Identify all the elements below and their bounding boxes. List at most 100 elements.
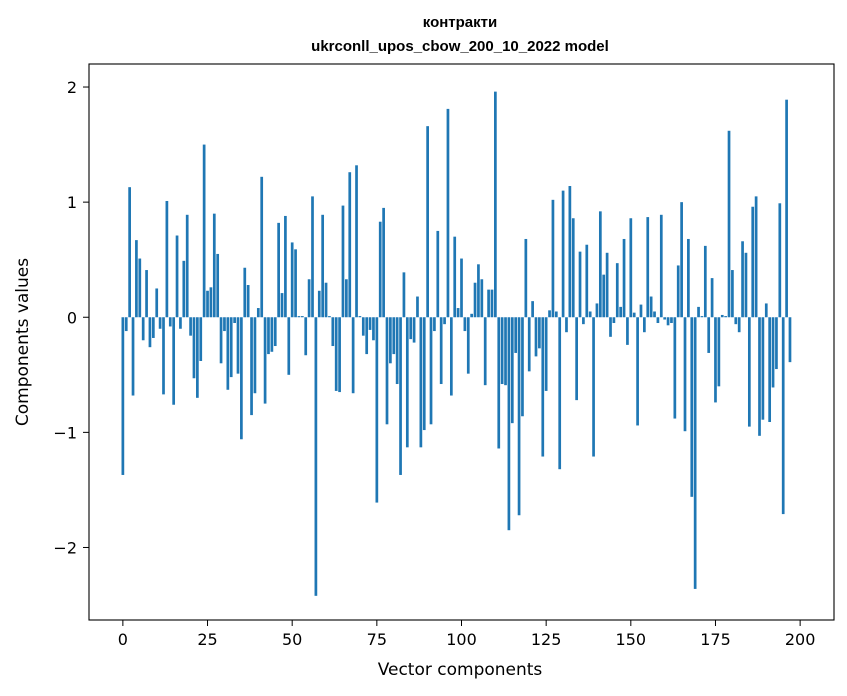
- bar-65: [341, 205, 345, 318]
- bar-15: [172, 317, 176, 405]
- bar-92: [433, 317, 436, 332]
- bar-123: [538, 317, 541, 349]
- plot-frame: [88, 63, 835, 621]
- bar-22: [196, 317, 199, 398]
- bar-126: [548, 310, 551, 318]
- bar-174: [710, 278, 714, 318]
- bar-138: [588, 311, 592, 318]
- bar-11: [158, 317, 162, 329]
- bar-125: [544, 317, 548, 391]
- y-axis-label: Components values: [13, 258, 33, 426]
- bar-130: [561, 190, 565, 318]
- bar-183: [741, 241, 744, 318]
- bar-162: [670, 317, 673, 324]
- bar-47: [280, 293, 284, 318]
- bar-95: [443, 317, 446, 325]
- bar-114: [507, 317, 511, 531]
- bar-171: [700, 316, 704, 318]
- bar-20: [189, 317, 192, 336]
- bar-89: [422, 317, 426, 431]
- bar-101: [463, 317, 467, 332]
- x-tick-label: 175: [700, 630, 731, 649]
- bar-190: [764, 303, 768, 318]
- bar-25: [206, 290, 209, 318]
- bar-49: [287, 317, 291, 375]
- bar-79: [389, 317, 392, 364]
- bar-58: [317, 290, 321, 318]
- bar-193: [775, 317, 778, 370]
- bar-178: [724, 316, 727, 318]
- bar-177: [720, 314, 724, 318]
- bar-23: [199, 317, 203, 361]
- bar-113: [504, 317, 507, 386]
- bar-173: [707, 317, 711, 353]
- bar-0: [121, 317, 125, 475]
- bar-72: [365, 317, 369, 355]
- bar-2: [128, 187, 131, 318]
- bar-167: [687, 238, 690, 318]
- bar-179: [727, 130, 731, 318]
- bar-53: [300, 316, 304, 318]
- bar-26: [209, 287, 213, 318]
- bar-181: [734, 317, 738, 325]
- x-tick-label: 25: [197, 630, 217, 649]
- bar-54: [304, 317, 308, 356]
- bar-77: [382, 207, 385, 318]
- bar-19: [185, 214, 189, 318]
- bar-75: [375, 317, 379, 503]
- y-axis-ticks: −2 −1 0 1 2: [53, 78, 89, 557]
- bar-83: [402, 272, 406, 318]
- bar-94: [439, 317, 443, 385]
- bar-172: [703, 245, 707, 318]
- bar-197: [788, 317, 792, 363]
- bar-17: [179, 317, 182, 329]
- bar-145: [612, 317, 616, 324]
- bar-7: [145, 270, 148, 318]
- bar-180: [731, 270, 734, 318]
- bar-18: [182, 260, 186, 318]
- bar-104: [473, 282, 477, 318]
- bar-59: [321, 214, 325, 318]
- x-axis-ticks: 0 25 50 75 100 125 150 175 200: [118, 620, 815, 649]
- bar-149: [626, 317, 629, 345]
- bar-159: [659, 214, 663, 318]
- bar-45: [273, 317, 277, 347]
- bar-116: [514, 317, 518, 353]
- bar-176: [717, 317, 721, 387]
- bar-129: [558, 317, 562, 470]
- bar-141: [598, 211, 602, 318]
- y-tick-label: 1: [67, 193, 77, 212]
- bar-100: [460, 258, 463, 318]
- bar-124: [541, 317, 545, 457]
- bar-9: [151, 317, 155, 338]
- bar-169: [693, 317, 697, 589]
- bar-69: [355, 165, 358, 318]
- bar-13: [165, 200, 169, 318]
- bar-109: [490, 289, 494, 318]
- x-tick-label: 100: [446, 630, 477, 649]
- bar-90: [426, 126, 429, 318]
- bar-41: [260, 176, 264, 318]
- bar-150: [629, 218, 633, 318]
- bar-67: [348, 172, 352, 318]
- bar-143: [605, 252, 609, 318]
- bar-196: [785, 99, 788, 318]
- x-tick-label: 150: [616, 630, 647, 649]
- bar-155: [646, 217, 650, 318]
- bar-163: [673, 317, 677, 419]
- bar-37: [246, 285, 250, 318]
- bar-105: [477, 264, 480, 318]
- y-tick-label: 2: [67, 78, 77, 97]
- bar-74: [372, 317, 375, 341]
- bar-154: [643, 317, 646, 333]
- bar-40: [256, 308, 260, 318]
- bar-186: [751, 206, 755, 318]
- bar-80: [392, 317, 396, 355]
- bar-68: [351, 317, 355, 394]
- bar-158: [656, 317, 660, 324]
- chart-title: контракти: [423, 14, 497, 31]
- bar-81: [395, 317, 399, 385]
- bar-115: [510, 317, 514, 424]
- bar-134: [575, 317, 578, 401]
